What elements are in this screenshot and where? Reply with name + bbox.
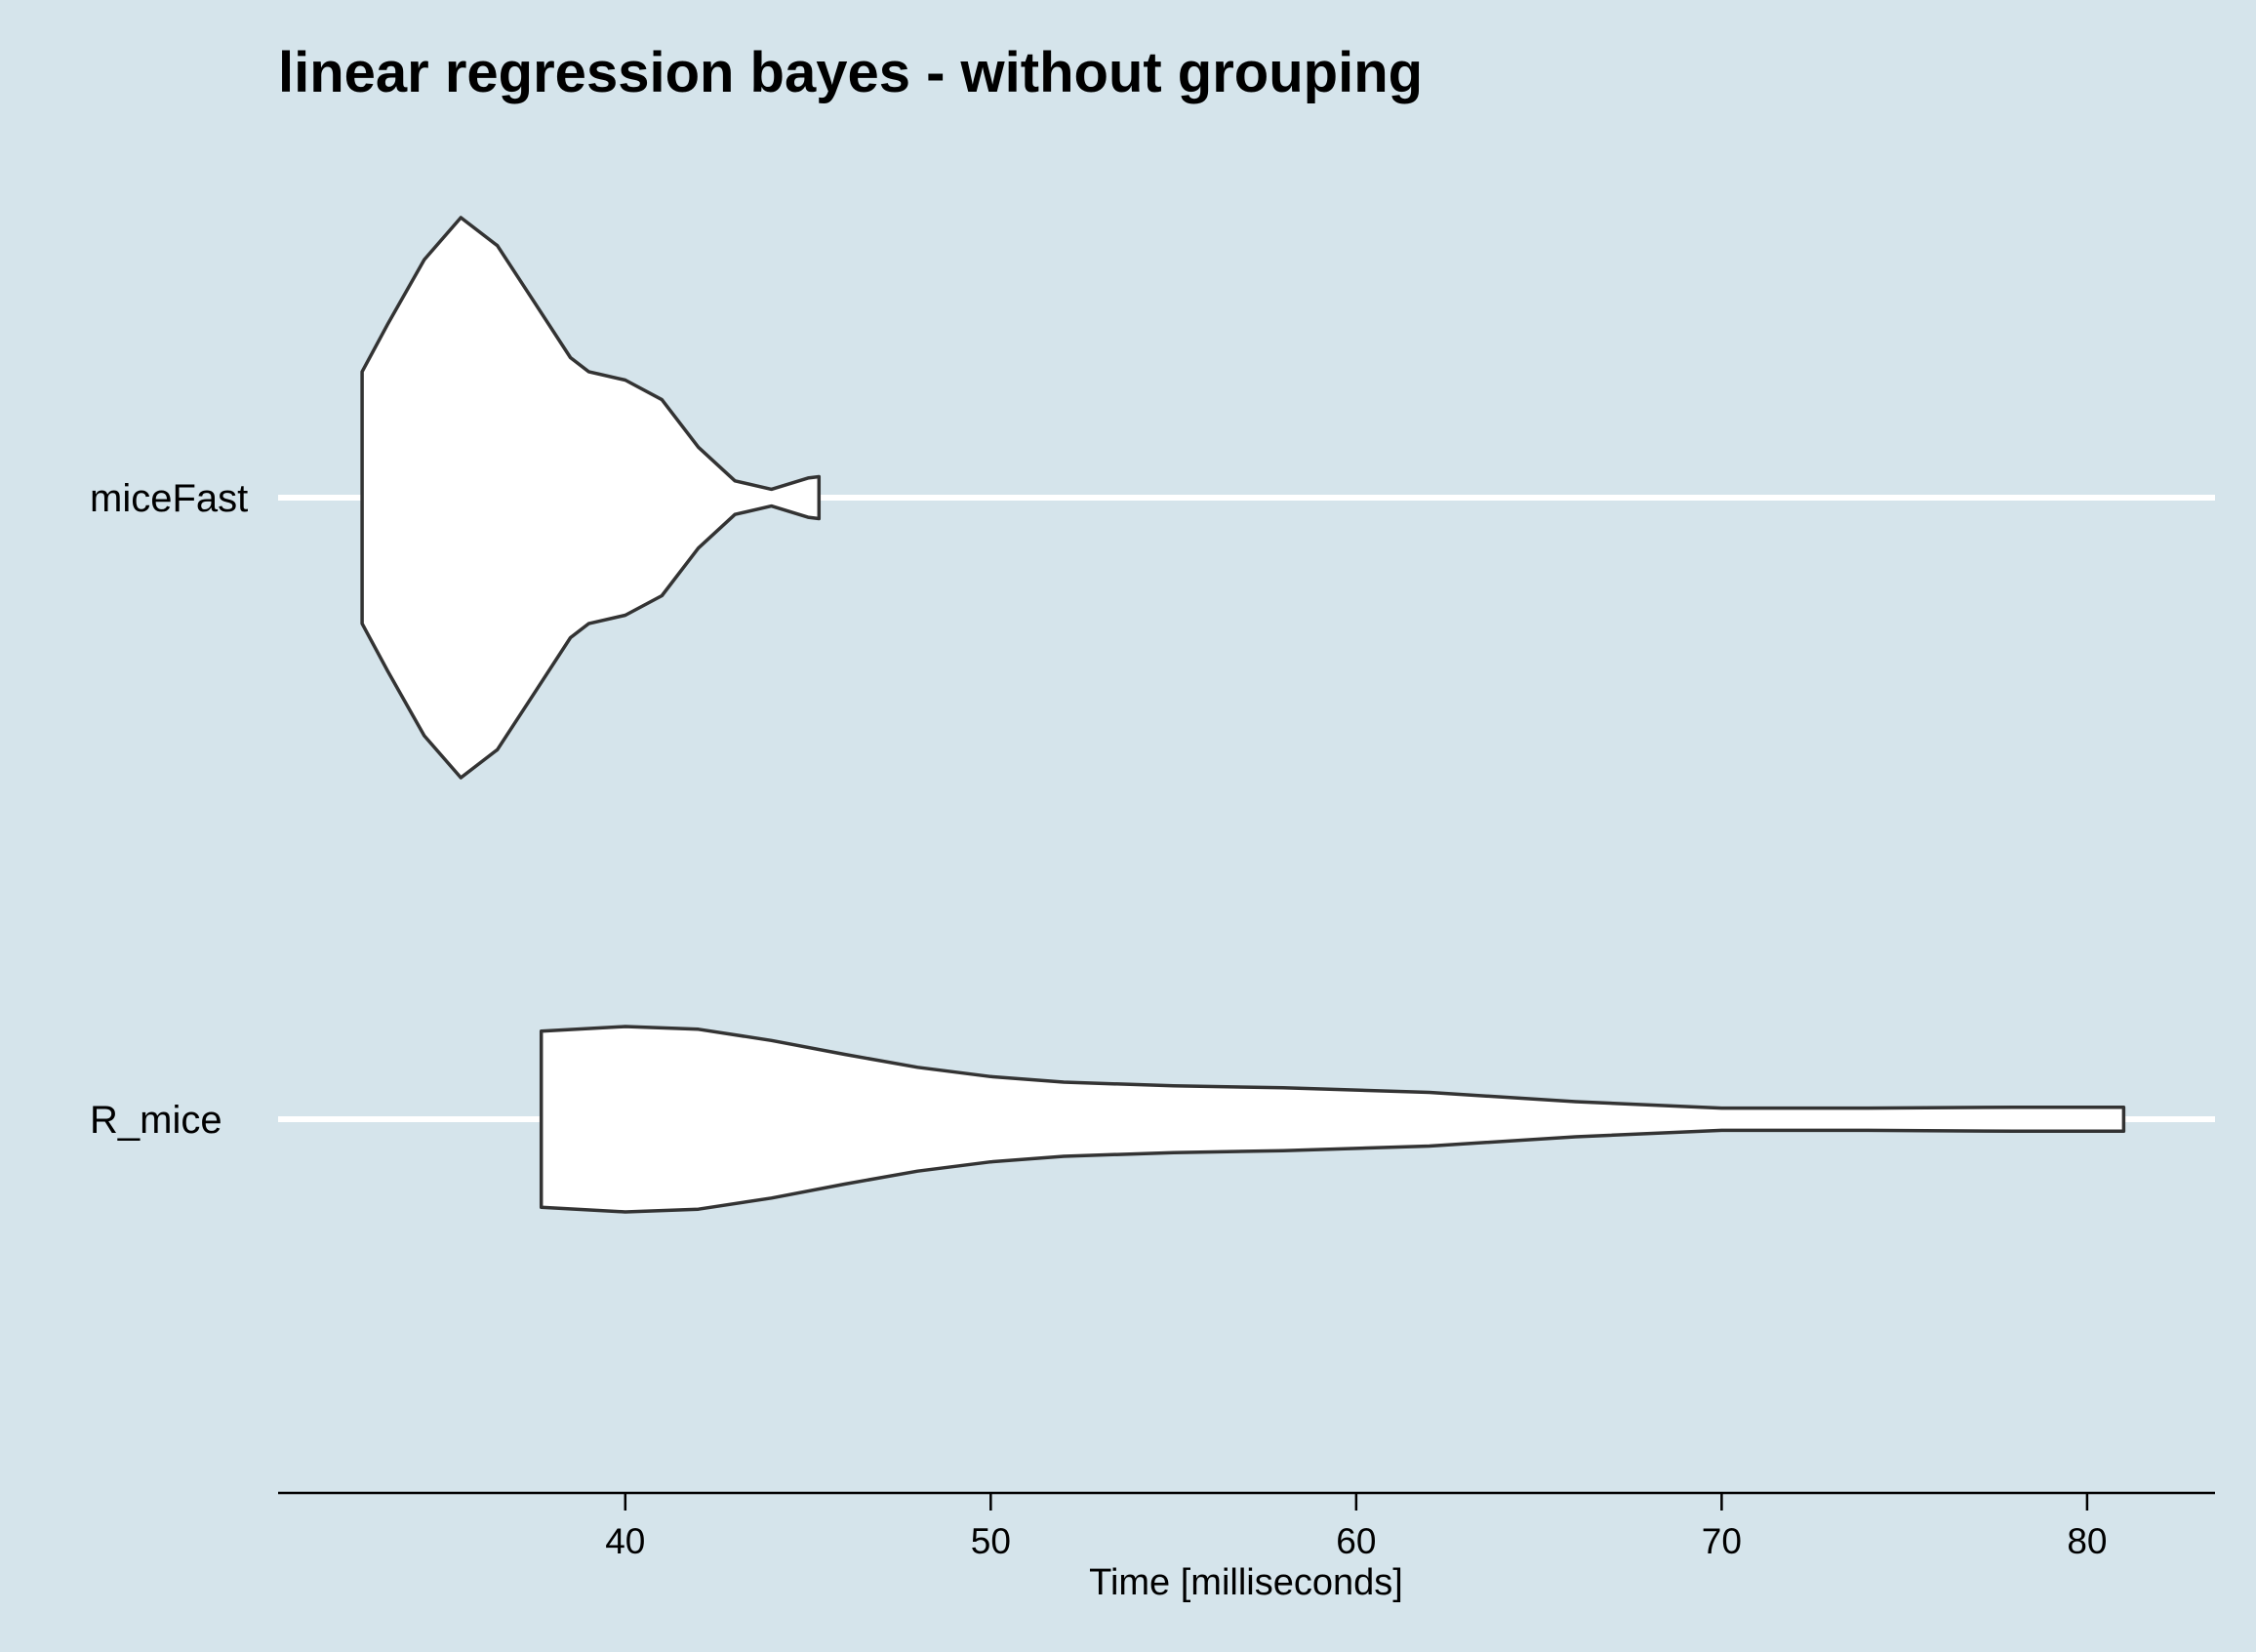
violin-R_mice <box>539 1025 2126 1214</box>
x-axis: 40 50 60 70 80 <box>278 1491 2215 1561</box>
category-labels: miceFast R_mice <box>90 477 248 1142</box>
x-tick-label-70: 70 <box>1702 1521 1742 1561</box>
x-tick-label-50: 50 <box>971 1521 1011 1561</box>
violin-layer <box>360 216 2126 1214</box>
chart-title: linear regression bayes - without groupi… <box>278 41 1423 104</box>
x-tick-label-40: 40 <box>605 1521 645 1561</box>
x-tick-label-80: 80 <box>2067 1521 2107 1561</box>
category-label-R_mice: R_mice <box>90 1099 222 1142</box>
x-tick-label-60: 60 <box>1336 1521 1376 1561</box>
violin-miceFast <box>360 216 822 780</box>
category-label-miceFast: miceFast <box>90 477 248 520</box>
x-axis-title: Time [milliseconds] <box>1089 1562 1403 1603</box>
